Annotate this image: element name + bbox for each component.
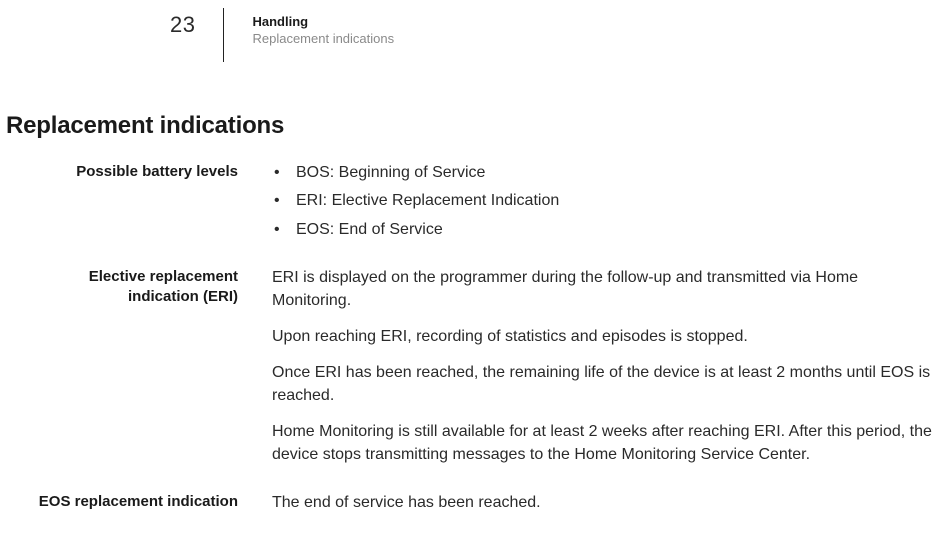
row-battery-levels: Possible battery levels BOS: Beginning o… [6, 162, 939, 241]
row-eos: EOS replacement indication The end of se… [6, 492, 939, 514]
label-eri: Elective replacement indication (ERI) [6, 267, 238, 308]
label-eri-line1: Elective replacement [89, 268, 238, 285]
section-subtitle: Replacement indications [252, 31, 394, 46]
paragraph: Home Monitoring is still available for a… [272, 421, 939, 466]
label-eos: EOS replacement indication [6, 492, 238, 512]
value-eos: The end of service has been reached. [238, 492, 939, 514]
list-item: ERI: Elective Replacement Indication [272, 190, 939, 212]
header-titles: Handling Replacement indications [224, 8, 394, 62]
paragraph: Upon reaching ERI, recording of statisti… [272, 326, 939, 348]
content-body: Possible battery levels BOS: Beginning o… [0, 162, 949, 514]
page-header: 23 Handling Replacement indications [0, 0, 949, 62]
row-eri: Elective replacement indication (ERI) ER… [6, 267, 939, 466]
value-eri: ERI is displayed on the programmer durin… [238, 267, 939, 466]
chapter-title: Handling [252, 14, 394, 29]
paragraph: Once ERI has been reached, the remaining… [272, 362, 939, 407]
list-item: EOS: End of Service [272, 219, 939, 241]
manual-page: 23 Handling Replacement indications Repl… [0, 0, 949, 548]
label-eri-line2: indication (ERI) [128, 288, 238, 305]
paragraph: ERI is displayed on the programmer durin… [272, 267, 939, 312]
list-item: BOS: Beginning of Service [272, 162, 939, 184]
page-number: 23 [170, 8, 223, 62]
value-battery-levels: BOS: Beginning of Service ERI: Elective … [238, 162, 939, 241]
label-battery-levels: Possible battery levels [6, 162, 238, 182]
battery-levels-list: BOS: Beginning of Service ERI: Elective … [272, 162, 939, 241]
section-heading: Replacement indications [6, 112, 949, 140]
paragraph: The end of service has been reached. [272, 492, 939, 514]
